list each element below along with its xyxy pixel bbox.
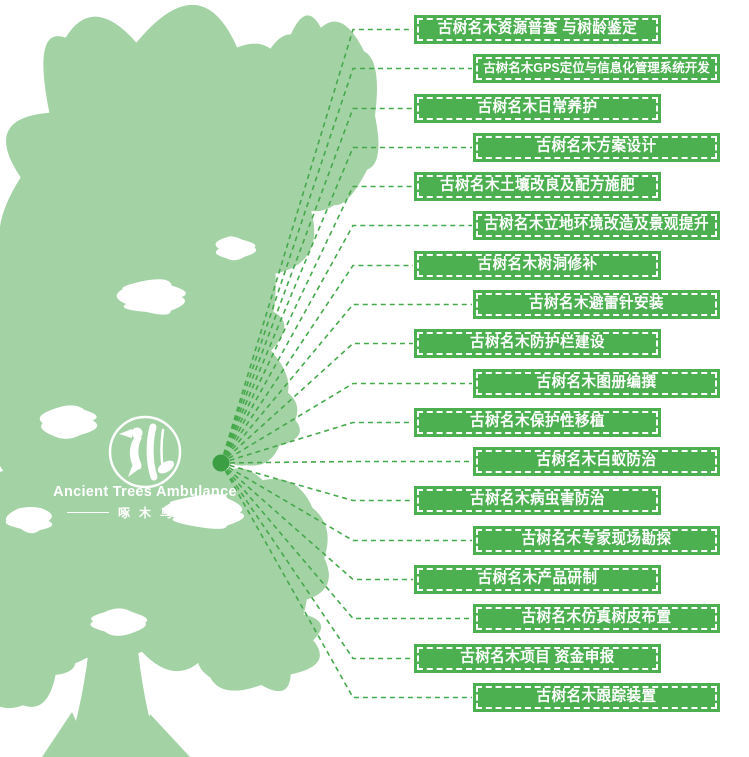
connector-line (220, 460, 472, 464)
connector-line (220, 462, 413, 502)
connector-line (220, 146, 472, 464)
service-label: 古树名木病虫害防治 (470, 492, 605, 509)
service-label: 古树名木产品研制 (477, 571, 598, 588)
service-label: 古树名木GPS定位与信息化管理系统开发 (483, 61, 710, 76)
service-label: 古树名木资源普查 与树龄鉴定 (437, 21, 638, 38)
service-box: 古树名木日常养护 (414, 94, 661, 123)
service-label: 古树名木项目 资金申报 (460, 650, 615, 667)
connector-line (220, 224, 472, 464)
service-box: 古树名木专家现场勘探 (473, 526, 720, 555)
service-label: 古树名木图册编撰 (536, 375, 657, 392)
logo-title-en: Ancient Trees Ambulance (53, 484, 237, 500)
logo-title-zh: 啄木鸟 (117, 506, 181, 520)
service-label: 古树名木防护栏建设 (470, 335, 605, 352)
service-box: 古树名木白蚁防治 (473, 447, 720, 476)
service-label: 古树名木仿真树皮布置 (521, 610, 672, 627)
connector-line (220, 462, 472, 620)
connector-line (220, 67, 472, 464)
service-label: 古树名木保护性移植 (470, 414, 605, 431)
emblem-circle (108, 415, 182, 489)
connector-line (220, 264, 413, 464)
logo-rule-right (181, 511, 223, 514)
logo-title-zh-row: 啄木鸟 (20, 504, 270, 521)
service-label: 古树名木土壤改良及配方施肥 (440, 178, 635, 195)
connector-line (220, 342, 413, 464)
service-box: 古树名木避雷针安装 (473, 290, 720, 319)
connector-line (220, 28, 413, 464)
connector-line (220, 185, 413, 464)
service-label: 古树名木白蚁防治 (536, 453, 657, 470)
logo: Ancient Trees Ambulance 啄木鸟 (20, 484, 270, 521)
service-box: 古树名木立地环境改造及景观提升 (473, 211, 720, 240)
service-label: 古树名木跟踪装置 (536, 689, 657, 706)
service-label: 古树名木专家现场勘探 (521, 532, 672, 549)
service-box: 古树名木项目 资金申报 (414, 644, 661, 673)
service-box: 古树名木跟踪装置 (473, 683, 720, 712)
connector-line (220, 107, 413, 464)
service-box: 古树名木GPS定位与信息化管理系统开发 (473, 54, 720, 83)
connector-line (220, 462, 413, 581)
connection-dot (212, 454, 230, 472)
service-box: 古树名木仿真树皮布置 (473, 604, 720, 633)
service-box: 古树名木资源普查 与树龄鉴定 (414, 15, 661, 44)
woodpecker-icon (119, 423, 175, 481)
service-box: 古树名木图册编撰 (473, 369, 720, 398)
canopy-negative-spaces (5, 236, 257, 636)
service-box: 古树名木土壤改良及配方施肥 (414, 172, 661, 201)
service-box: 古树名木树洞修补 (414, 251, 661, 280)
service-box: 古树名木产品研制 (414, 565, 661, 594)
service-box: 古树名木防护栏建设 (414, 329, 661, 358)
service-label: 古树名木避雷针安装 (529, 296, 664, 313)
logo-rule-left (66, 511, 109, 514)
tree-canopy (0, 4, 379, 709)
service-label: 古树名木日常养护 (477, 100, 598, 117)
service-label: 古树名木树洞修补 (477, 257, 598, 274)
connector-line (220, 382, 472, 464)
service-box: 古树名木保护性移植 (414, 408, 661, 437)
connector-line (220, 462, 472, 542)
connector-lines (220, 28, 472, 699)
connector-line (220, 462, 413, 660)
service-label: 古树名木立地环境改造及景观提升 (484, 217, 709, 234)
connector-line (220, 421, 413, 464)
service-box: 古树名木方案设计 (473, 133, 720, 162)
service-box: 古树名木病虫害防治 (414, 486, 661, 515)
logo-emblem (108, 415, 182, 489)
service-label: 古树名木方案设计 (536, 139, 657, 156)
